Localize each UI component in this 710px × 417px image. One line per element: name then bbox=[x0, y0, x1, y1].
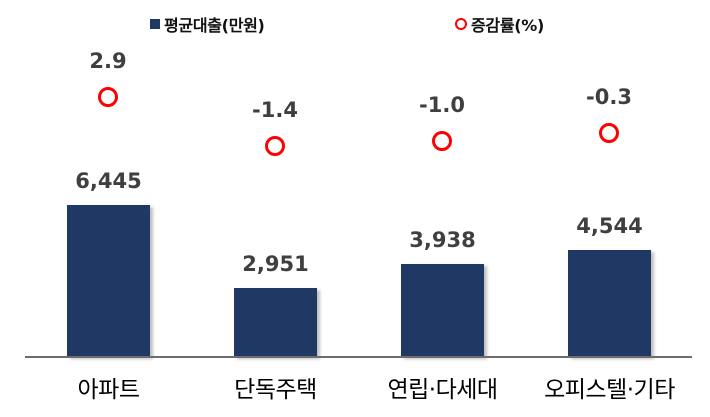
change-rate-value-label: -1.0 bbox=[419, 93, 465, 117]
bar-value-label: 4,544 bbox=[576, 214, 643, 238]
bar bbox=[568, 250, 651, 357]
bar bbox=[234, 288, 317, 357]
change-rate-marker-icon bbox=[265, 136, 285, 156]
change-rate-value-label: -0.3 bbox=[586, 85, 632, 109]
legend-label-avg-loan: 평균대출(만원) bbox=[164, 16, 265, 35]
legend-label-change-rate: 증감률(%) bbox=[471, 16, 545, 35]
change-rate-marker-icon bbox=[432, 131, 452, 151]
change-rate-value-label: -1.4 bbox=[252, 98, 298, 122]
bar-value-label: 3,938 bbox=[409, 228, 476, 252]
change-rate-value-label: 2.9 bbox=[89, 49, 127, 73]
change-rate-marker-icon bbox=[98, 87, 118, 107]
bar-value-label: 6,445 bbox=[75, 169, 142, 193]
legend-circle-icon bbox=[455, 18, 467, 30]
legend-square-icon bbox=[150, 19, 160, 29]
legend-item-change-rate: 증감률(%) bbox=[455, 12, 544, 36]
change-rate-marker-icon bbox=[599, 123, 619, 143]
category-label: 단독주택 bbox=[234, 377, 317, 403]
bar bbox=[401, 264, 484, 357]
x-axis-line bbox=[25, 356, 692, 358]
bar bbox=[67, 205, 150, 357]
category-label: 연립·다세대 bbox=[387, 377, 498, 403]
legend-item-avg-loan: 평균대출(만원) bbox=[150, 12, 265, 36]
category-label: 아파트 bbox=[77, 377, 140, 403]
bar-value-label: 2,951 bbox=[242, 252, 309, 276]
category-label: 오피스텔·기타 bbox=[544, 377, 675, 403]
